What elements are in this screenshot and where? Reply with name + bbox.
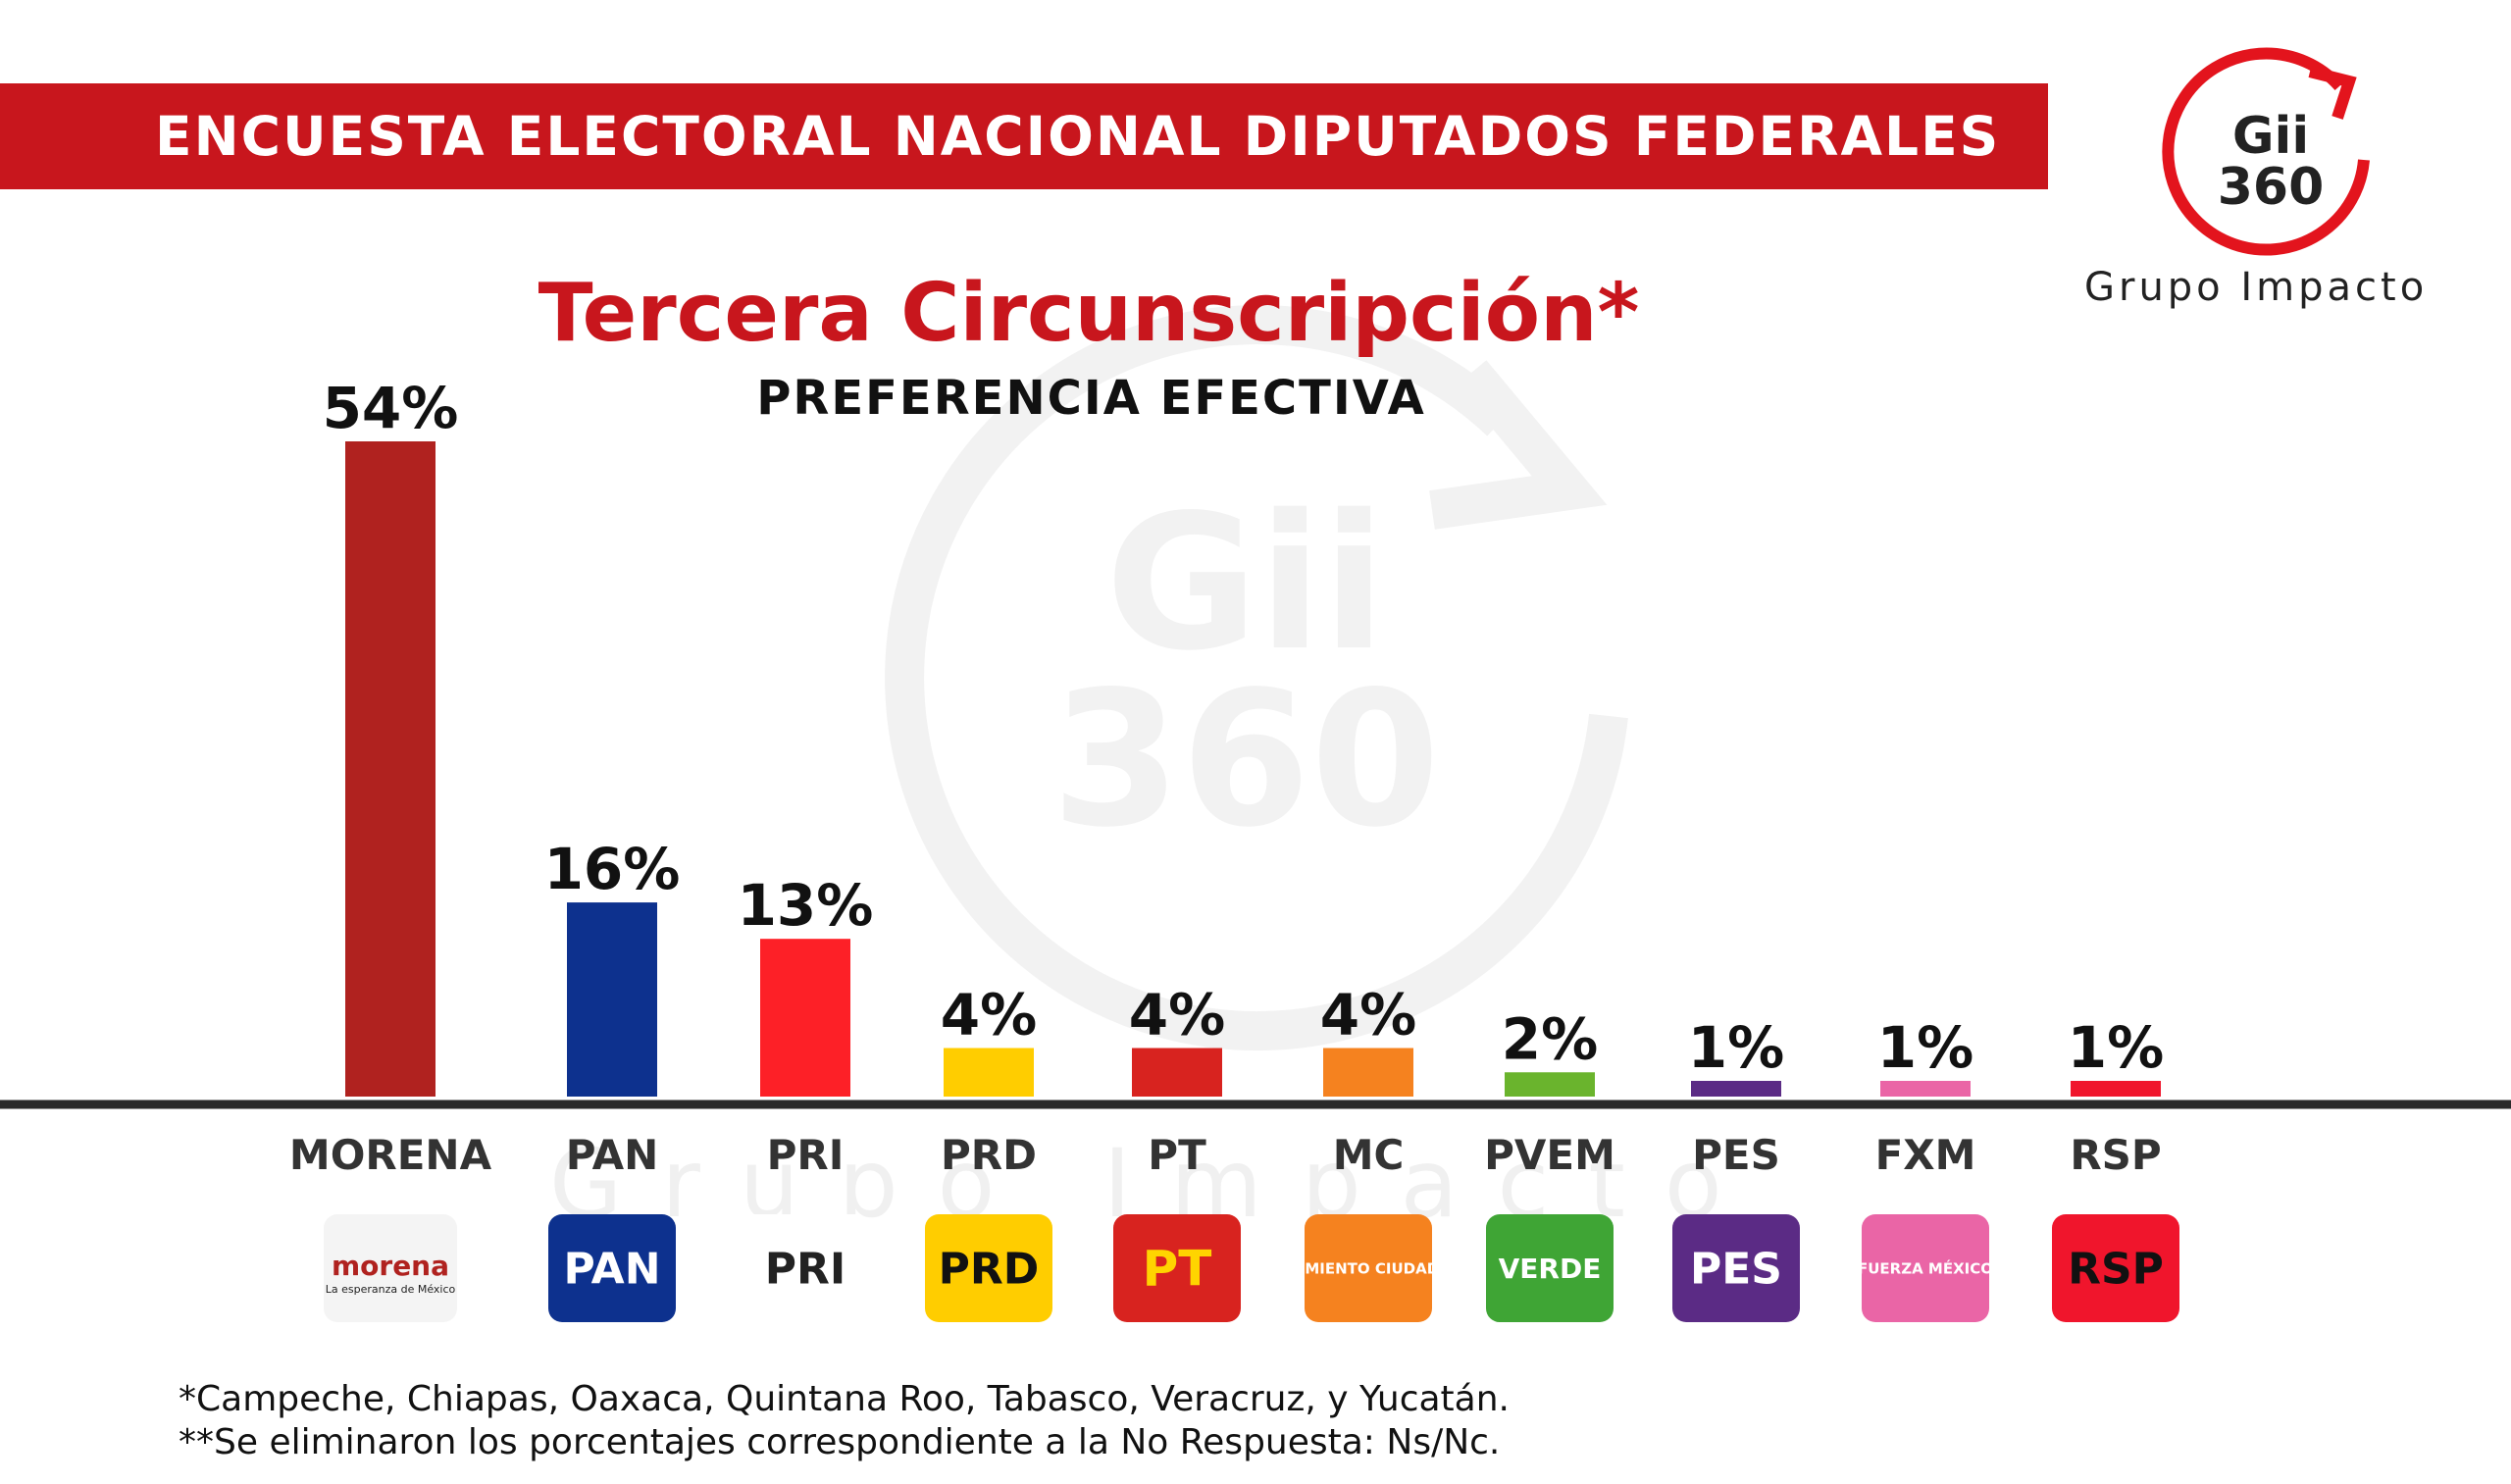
category-labels-group: MORENA PAN PRI PRD PT MC PVEM PES FXM RSP (289, 1131, 2162, 1179)
mc-logo: MOVIMIENTO CIUDADANO (1261, 1214, 1475, 1322)
data-label-pes: 1% (1688, 1014, 1784, 1081)
bar-pvem (1505, 1072, 1595, 1097)
category-label-pes: PES (1692, 1131, 1780, 1179)
data-label-pri: 13% (738, 872, 874, 939)
data-label-rsp: 1% (2068, 1014, 2164, 1081)
pt-logo-text: PT (1143, 1241, 1212, 1298)
prd-logo-text: PRD (939, 1244, 1040, 1294)
rsp-logo-text: RSP (2068, 1244, 2164, 1294)
logo-mark-line2: 360 (2218, 158, 2325, 217)
category-label-prd: PRD (941, 1131, 1037, 1179)
chart-title: Tercera Circunscripción* (538, 267, 1640, 360)
fxm-logo-bg (1862, 1214, 1989, 1322)
bar-rsp (2071, 1081, 2161, 1097)
watermark-line2: 360 (1051, 651, 1441, 868)
footnote-regions: *Campeche, Chiapas, Oaxaca, Quintana Roo… (179, 1379, 1510, 1419)
bar-prd (944, 1048, 1034, 1097)
data-label-fxm: 1% (1877, 1014, 1973, 1081)
pan-logo-bg (548, 1214, 676, 1322)
gii360-logo: Gii 360 (2162, 47, 2370, 256)
bar-fxm (1880, 1081, 1971, 1097)
category-label-pt: PT (1148, 1131, 1206, 1179)
bar-mc (1323, 1048, 1413, 1097)
data-label-morena: 54% (323, 375, 459, 441)
data-label-pt: 4% (1129, 982, 1225, 1049)
pvem-logo: VERDE (1486, 1214, 1614, 1322)
bar-pt (1132, 1048, 1222, 1097)
category-label-rsp: RSP (2070, 1131, 2161, 1179)
pt-logo-bg (1113, 1214, 1241, 1322)
footnote-no-response: **Se eliminaron los porcentajes correspo… (179, 1422, 1501, 1462)
bar-pan (567, 902, 657, 1097)
pan-logo: PAN (548, 1214, 676, 1322)
pri-logo-bg (742, 1214, 869, 1322)
category-label-fxm: FXM (1875, 1131, 1976, 1179)
watermark-line1: Gii (1105, 475, 1386, 691)
bar-pes (1691, 1081, 1781, 1097)
logo-text: Grupo Impacto (2084, 265, 2429, 310)
prd-logo-bg (925, 1214, 1052, 1322)
rsp-logo: RSP (2052, 1214, 2179, 1322)
chart-subtitle: PREFERENCIA EFECTIVA (756, 371, 1426, 426)
bars-group: 54% 16% 13% 4% 4% 4% 2% 1% 1% 1% (323, 375, 2164, 1097)
header-banner: ENCUESTA ELECTORAL NACIONAL DIPUTADOS FE… (0, 83, 2048, 189)
rsp-logo-bg (2052, 1214, 2179, 1322)
bar-pri (760, 939, 850, 1097)
fxm-logo-text: FUERZA MÉXICO (1858, 1258, 1993, 1277)
prd-logo: PRD (925, 1214, 1052, 1322)
category-label-pan: PAN (566, 1131, 659, 1179)
morena-logo-bg (324, 1214, 457, 1322)
pt-logo: PT (1113, 1214, 1241, 1322)
pri-logo-text: PRI (765, 1244, 846, 1294)
morena-logo-text: morena (332, 1250, 449, 1282)
pan-logo-text: PAN (563, 1244, 660, 1294)
watermark-logo: Gii 360 (885, 305, 1628, 1050)
logo-mark-line1: Gii (2232, 107, 2309, 166)
pri-logo: PRI (742, 1214, 869, 1322)
pes-logo: PES (1672, 1214, 1800, 1322)
fxm-logo: FUERZA MÉXICO (1858, 1214, 1993, 1322)
pes-logo-text: PES (1690, 1244, 1782, 1294)
banner-title: ENCUESTA ELECTORAL NACIONAL DIPUTADOS FE… (155, 105, 2001, 168)
data-label-mc: 4% (1320, 982, 1416, 1049)
morena-logo-subtext: La esperanza de México (326, 1283, 456, 1296)
bar-morena (345, 441, 436, 1097)
pvem-logo-text: VERDE (1499, 1253, 1602, 1285)
category-label-mc: MC (1333, 1131, 1405, 1179)
category-label-morena: MORENA (289, 1131, 492, 1179)
mc-logo-text: MOVIMIENTO CIUDADANO (1261, 1259, 1475, 1277)
category-label-pri: PRI (767, 1131, 845, 1179)
category-label-pvem: PVEM (1484, 1131, 1615, 1179)
pvem-logo-bg (1486, 1214, 1614, 1322)
data-label-pan: 16% (544, 836, 681, 902)
data-label-prd: 4% (941, 982, 1037, 1049)
pes-logo-bg (1672, 1214, 1800, 1322)
data-label-pvem: 2% (1502, 1005, 1598, 1072)
mc-logo-bg (1305, 1214, 1432, 1322)
